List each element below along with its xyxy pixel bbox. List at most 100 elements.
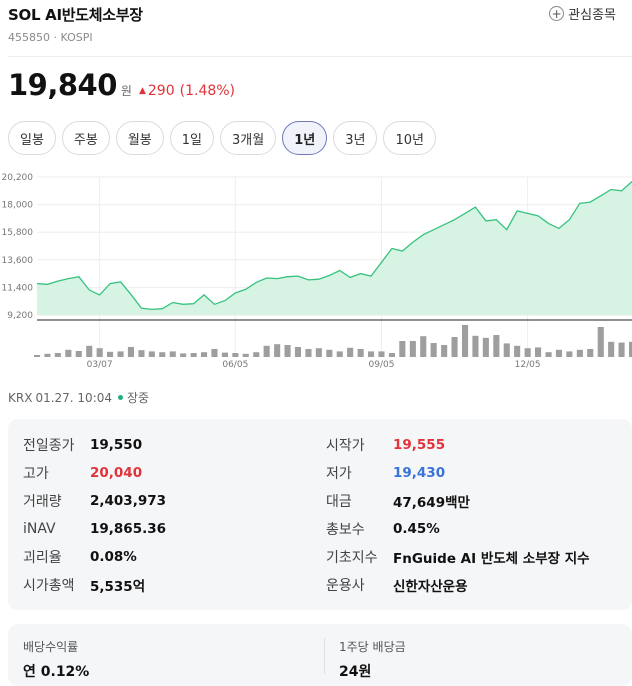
price-unit: 원 xyxy=(120,84,132,98)
y-tick-label: 18,000 xyxy=(2,201,34,211)
info-column-right: 시작가 19,555 저가 19,430 대금 47,649백만 총보수 0.45% 기초지수 F… xyxy=(326,431,590,599)
info-value: 20,040 xyxy=(90,465,143,481)
price-chart[interactable]: 20,200 18,000 15,800 13,600 11,400 9,200 03/07… xyxy=(0,168,632,368)
volume-bar xyxy=(294,347,301,357)
info-value: 0.45% xyxy=(393,521,440,537)
current-price: 19,840 xyxy=(8,68,117,102)
price-area xyxy=(37,181,632,315)
volume-bar xyxy=(493,335,500,357)
dividend-yield: 배당수익률 연 0.12% xyxy=(23,638,89,681)
volume-bar xyxy=(378,351,385,357)
period-tabs: 일봉 주봉 월봉 1일 3개월 1년 3년 10년 xyxy=(8,121,436,155)
volume-bar xyxy=(409,341,416,357)
volume-bar xyxy=(462,325,469,357)
volume-bar xyxy=(169,351,176,357)
add-watchlist-button[interactable]: + 관심종목 xyxy=(549,4,616,23)
volume-bar xyxy=(482,337,489,357)
info-value: 47,649백만 xyxy=(393,495,470,511)
volume-bar xyxy=(107,351,114,357)
info-value: 19,430 xyxy=(393,465,446,481)
volume-bar xyxy=(587,349,594,357)
info-value: 19,865.36 xyxy=(90,521,167,537)
dividend-per-share-label: 1주당 배당금 xyxy=(339,640,406,654)
volume-bar xyxy=(180,353,187,357)
info-row: 시가총액 5,535억 xyxy=(23,571,166,599)
stock-info-card: 전일종가 19,550 고가 20,040 거래량 2,403,973 iNAV 19,865… xyxy=(8,419,632,610)
stock-code: 455850 xyxy=(8,31,50,44)
volume-bar xyxy=(253,352,260,357)
volume-bar xyxy=(211,349,218,357)
stock-subtitle: 455850 · KOSPI xyxy=(8,31,632,44)
volume-bar xyxy=(159,352,166,357)
exchange-name: KRX xyxy=(8,390,33,405)
price-row: 19,840 원 ▲ 290 (1.48%) xyxy=(8,68,235,102)
volume-bar xyxy=(545,352,552,357)
info-label: 거래량 xyxy=(23,494,62,510)
volume-bar xyxy=(117,351,124,357)
separator-dot: · xyxy=(53,31,61,44)
volume-bar xyxy=(555,349,562,357)
volume-bar xyxy=(44,353,51,357)
info-label: 총보수 xyxy=(326,522,365,538)
volume-bar xyxy=(86,345,93,357)
volume-bar xyxy=(315,348,322,357)
volume-bar xyxy=(420,336,427,357)
period-tab[interactable]: 3개월 xyxy=(220,121,277,155)
stock-header: SOL AI반도체소부장 455850 · KOSPI + 관심종목 xyxy=(8,4,632,52)
price-line xyxy=(36,181,632,311)
y-tick-label: 9,200 xyxy=(7,311,33,321)
dividend-yield-label: 배당수익률 xyxy=(23,640,79,654)
volume-bar xyxy=(263,345,270,357)
info-row: 괴리율 0.08% xyxy=(23,543,166,571)
period-tab[interactable]: 일봉 xyxy=(8,121,56,155)
info-value: 0.08% xyxy=(90,549,137,565)
info-label: 고가 xyxy=(23,466,49,482)
change-amount: 290 xyxy=(147,83,175,99)
period-tab[interactable]: 3년 xyxy=(333,121,378,155)
info-label: iNAV xyxy=(23,521,56,537)
volume-bar xyxy=(566,351,573,357)
volume-bar xyxy=(357,349,364,357)
period-tab[interactable]: 10년 xyxy=(383,121,436,155)
volume-bar xyxy=(242,353,249,357)
y-tick-label: 15,800 xyxy=(2,228,34,238)
stock-title: SOL AI반도체소부장 xyxy=(8,6,143,24)
info-row: 대금 47,649백만 xyxy=(326,487,590,515)
dividend-yield-value: 연 0.12% xyxy=(23,664,90,680)
up-triangle-icon: ▲ xyxy=(138,86,146,96)
volume-bar xyxy=(201,352,208,357)
info-row: iNAV 19,865.36 xyxy=(23,515,166,543)
volume-bar xyxy=(138,350,145,357)
dividend-divider xyxy=(324,638,325,674)
volume-bar xyxy=(399,341,406,357)
info-label: 시가총액 xyxy=(23,578,75,594)
volume-bar xyxy=(430,343,437,357)
volume-bar xyxy=(221,352,228,357)
info-value: 19,555 xyxy=(393,437,446,453)
header-divider xyxy=(8,56,632,57)
period-tab[interactable]: 월봉 xyxy=(115,121,164,155)
volume-bar xyxy=(190,353,197,357)
info-row: 기초지수 FnGuide AI 반도체 소부장 지수 xyxy=(326,543,590,571)
plus-icon: + xyxy=(549,6,565,21)
volume-bar xyxy=(336,351,343,357)
period-tab[interactable]: 주봉 xyxy=(61,121,110,155)
dividend-per-share: 1주당 배당금 24원 xyxy=(339,638,406,681)
volume-bar xyxy=(326,349,333,357)
session-status: 장중 xyxy=(127,391,150,405)
info-row: 전일종가 19,550 xyxy=(23,431,166,459)
info-label: 괴리율 xyxy=(23,550,62,566)
info-row: 고가 20,040 xyxy=(23,459,166,487)
volume-bar xyxy=(514,345,521,357)
info-row: 운용사 신한자산운용 xyxy=(326,571,590,599)
volume-bar xyxy=(232,353,239,357)
info-label: 기초지수 xyxy=(326,550,378,566)
info-row: 총보수 0.45% xyxy=(326,515,590,543)
period-tab[interactable]: 1년 xyxy=(282,121,328,155)
volume-bar xyxy=(368,351,375,357)
x-tick-label: 09/05 xyxy=(369,360,395,368)
info-row: 거래량 2,403,973 xyxy=(23,487,166,515)
price-change: ▲ 290 (1.48%) xyxy=(139,83,235,99)
volume-bar xyxy=(535,347,542,357)
period-tab[interactable]: 1일 xyxy=(169,121,214,155)
